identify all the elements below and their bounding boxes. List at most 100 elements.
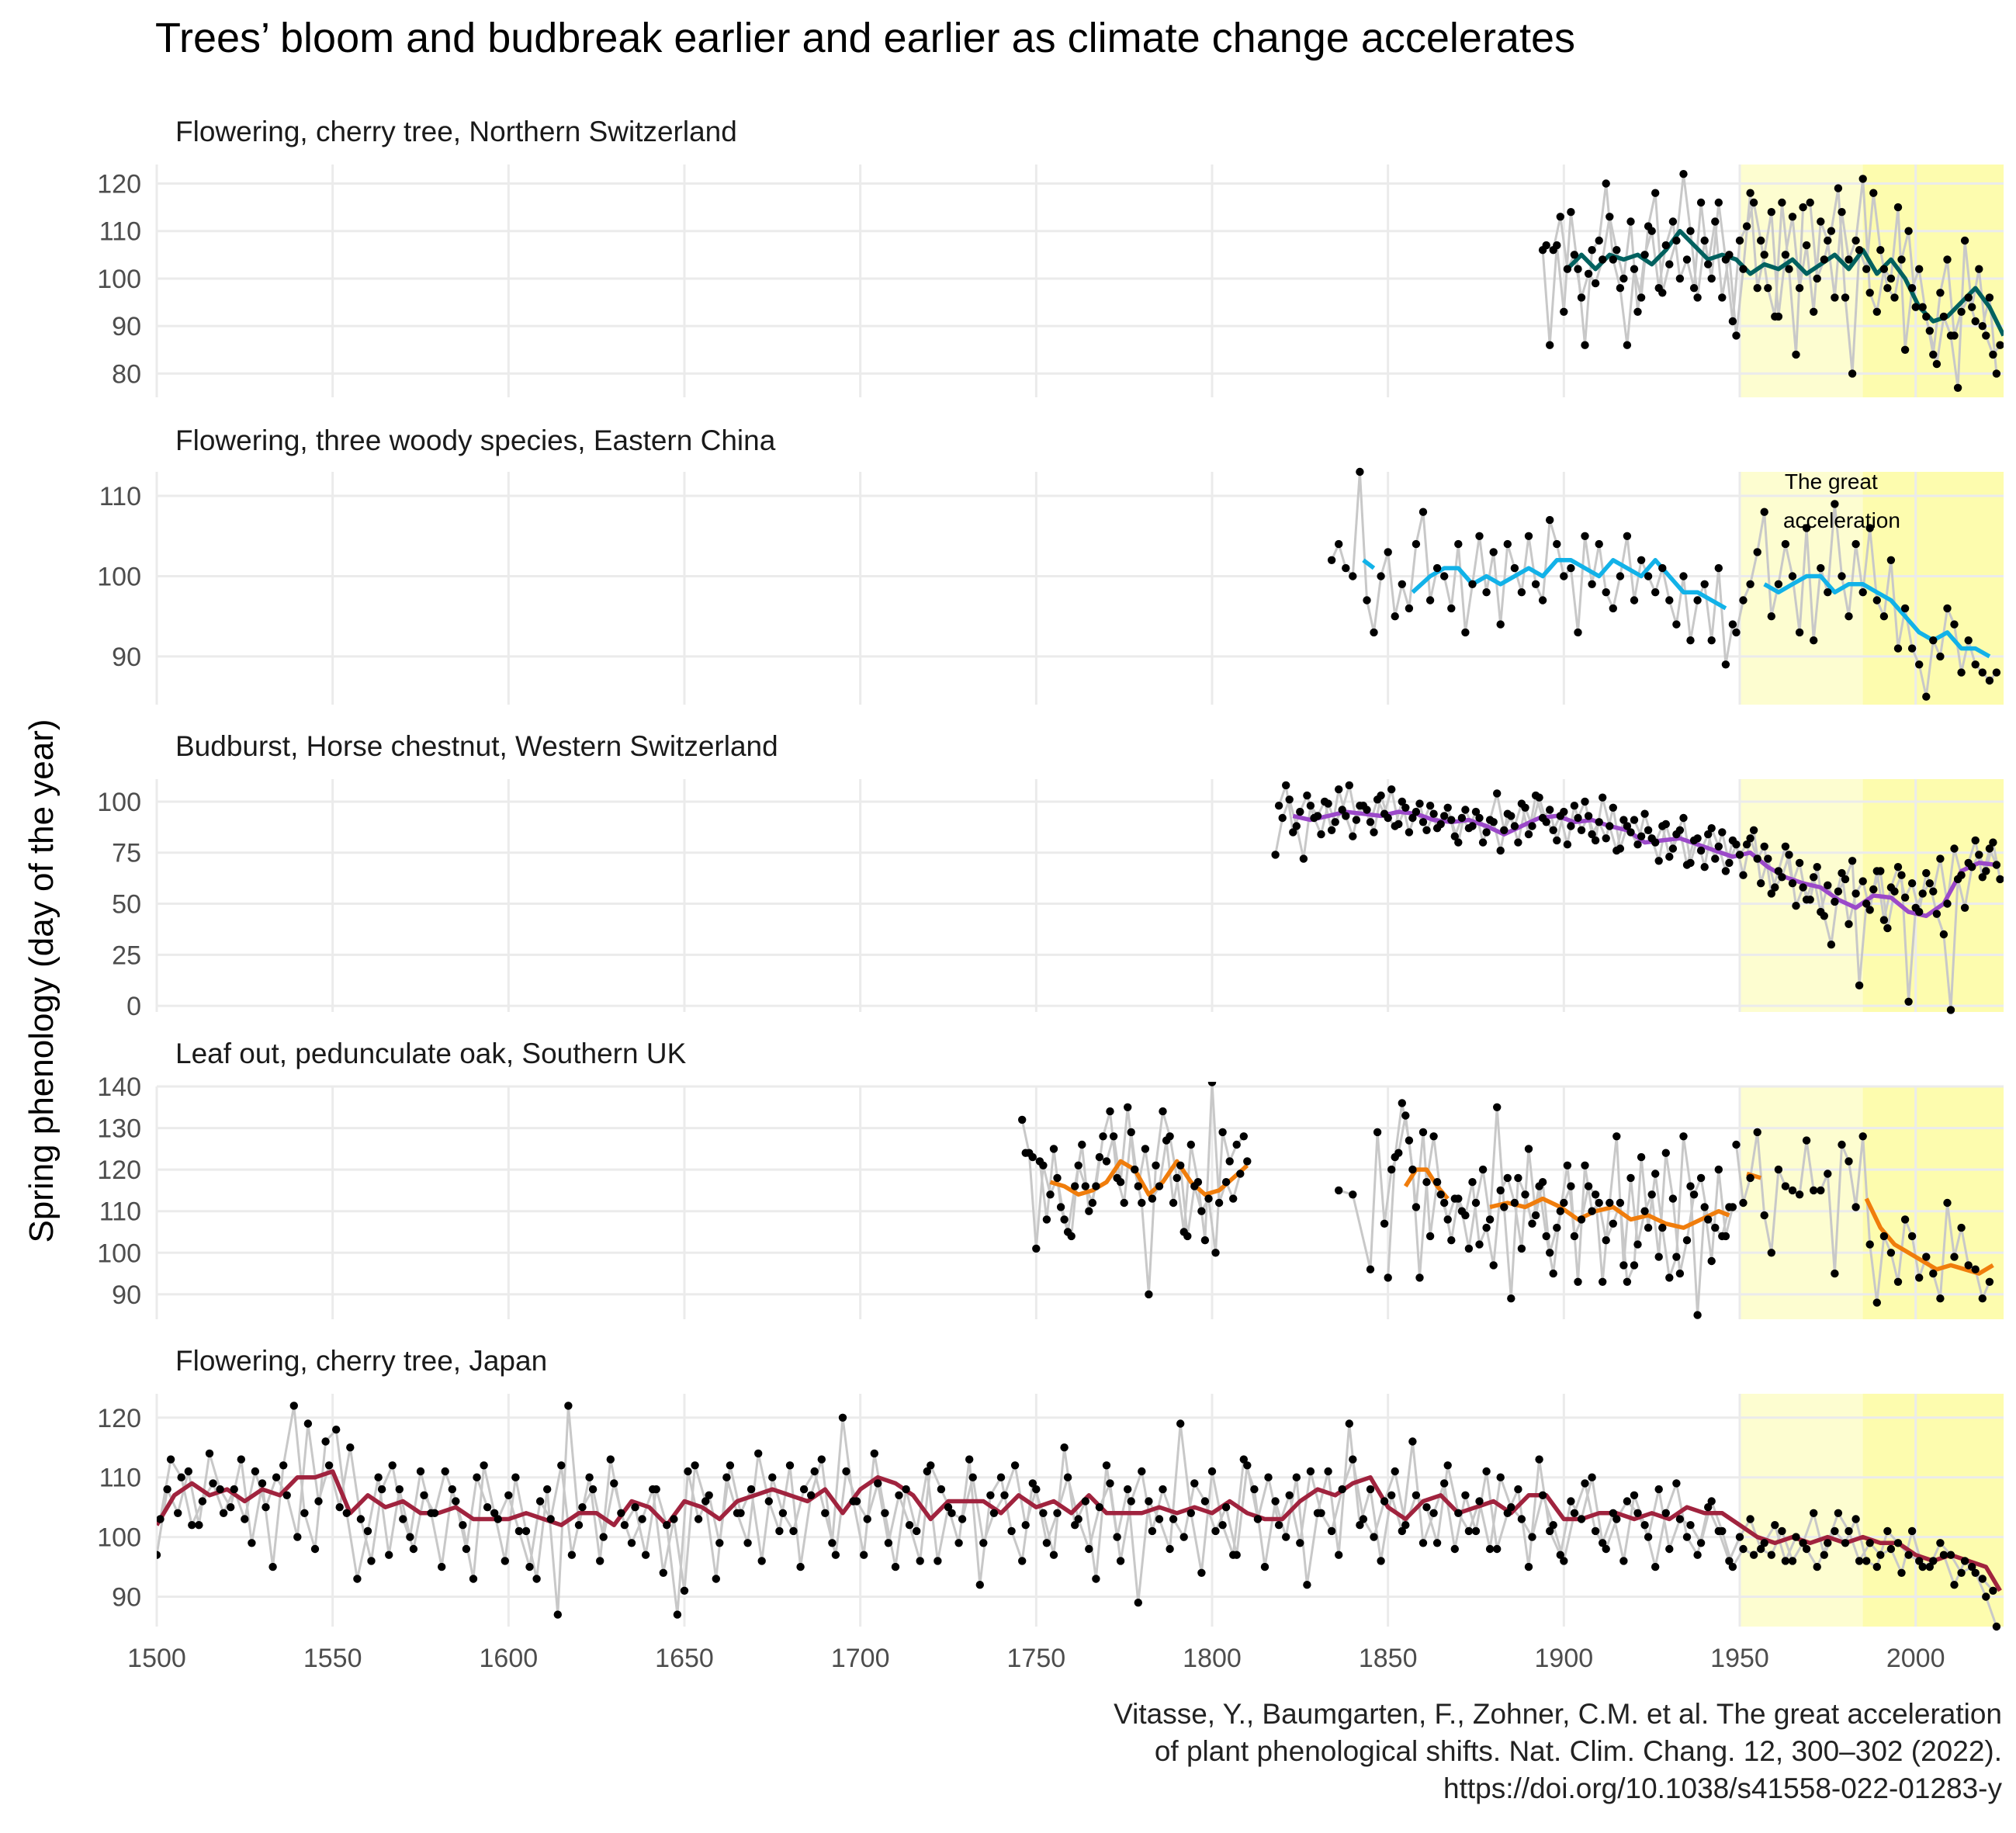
- data-point: [1953, 383, 1962, 392]
- data-point: [1408, 1437, 1417, 1446]
- citation-line-3[interactable]: https://doi.org/10.1038/s41558-022-01283…: [1443, 1772, 2002, 1804]
- data-point: [1524, 830, 1533, 839]
- data-point: [1735, 1533, 1744, 1541]
- data-point: [1370, 1533, 1378, 1541]
- panel-2: 90 100 110 Flowering, three woody species, …: [97, 424, 2004, 705]
- data-point: [1714, 198, 1723, 207]
- data-point: [1542, 241, 1550, 250]
- data-point: [1813, 1562, 1821, 1571]
- data-point: [1978, 668, 1987, 677]
- data-point: [1682, 861, 1692, 869]
- data-point: [1542, 818, 1550, 826]
- data-point: [535, 1497, 545, 1506]
- data-point: [1672, 620, 1681, 629]
- data-point: [1148, 1194, 1157, 1203]
- data-point: [828, 1539, 837, 1547]
- panel-data: [1018, 1082, 1994, 1319]
- data-point: [1696, 846, 1706, 855]
- data-point: [1968, 1562, 1976, 1571]
- data-point: [1824, 236, 1832, 245]
- data-point: [1440, 812, 1449, 820]
- data-point: [1496, 620, 1505, 629]
- data-point: [1651, 588, 1660, 597]
- data-point: [1577, 826, 1586, 835]
- data-point: [1274, 802, 1283, 810]
- data-point: [1489, 1261, 1498, 1270]
- data-point: [1602, 834, 1610, 843]
- data-point: [965, 1455, 974, 1464]
- data-point: [1443, 1215, 1452, 1224]
- data-point: [1619, 1261, 1628, 1270]
- data-point: [1626, 1173, 1635, 1183]
- data-point: [1345, 781, 1354, 790]
- data-point: [1454, 539, 1463, 549]
- data-point: [1595, 1198, 1603, 1208]
- data-point: [473, 1473, 481, 1481]
- data-point: [1507, 812, 1515, 820]
- data-point: [1405, 604, 1414, 613]
- data-point: [1989, 838, 1997, 847]
- data-point: [1672, 1479, 1681, 1488]
- data-point: [1418, 508, 1428, 516]
- data-point: [184, 1467, 192, 1476]
- data-point: [1236, 1169, 1245, 1178]
- data-point: [1440, 572, 1449, 580]
- data-point: [248, 1539, 256, 1547]
- data-point: [1767, 1551, 1775, 1559]
- data-point: [501, 1557, 509, 1565]
- data-point: [1893, 1277, 1903, 1287]
- data-point: [262, 1503, 270, 1512]
- data-point: [1425, 802, 1435, 810]
- data-point: [1570, 802, 1579, 810]
- data-point: [1207, 1467, 1217, 1476]
- data-point: [1689, 1190, 1699, 1199]
- data-point: [1056, 1203, 1065, 1211]
- data-point: [1176, 1161, 1185, 1170]
- data-point: [1591, 836, 1600, 845]
- data-point: [1644, 1223, 1653, 1232]
- data-point: [1317, 830, 1325, 839]
- data-point: [1063, 1228, 1072, 1236]
- data-point: [1950, 844, 1959, 853]
- data-point: [521, 1526, 531, 1536]
- data-point: [406, 1533, 414, 1541]
- data-point: [610, 1479, 618, 1488]
- data-point: [1623, 532, 1632, 540]
- data-point: [1778, 873, 1786, 882]
- data-point: [1851, 889, 1860, 898]
- data-point: [1556, 1551, 1565, 1559]
- data-point: [1109, 1132, 1118, 1141]
- data-point: [1391, 612, 1399, 621]
- data-point: [1612, 1515, 1621, 1523]
- data-point: [902, 1485, 910, 1494]
- data-point: [1148, 1526, 1157, 1536]
- data-point: [1900, 893, 1910, 902]
- data-point: [754, 1449, 763, 1458]
- y-tick-label: 110: [99, 482, 141, 511]
- data-point: [1693, 1311, 1702, 1319]
- data-point: [1412, 807, 1421, 816]
- data-point: [557, 1461, 566, 1470]
- data-point: [1689, 836, 1699, 845]
- data-point: [1824, 1169, 1832, 1178]
- data-point: [1838, 1140, 1846, 1149]
- data-point: [701, 1497, 710, 1506]
- data-point: [1771, 883, 1779, 892]
- data-point: [1408, 1165, 1417, 1174]
- data-point: [1774, 1165, 1783, 1174]
- data-point: [1380, 1497, 1389, 1506]
- data-point: [1159, 1485, 1167, 1494]
- panel-title: Flowering, cherry tree, Northern Switzer…: [175, 116, 737, 147]
- data-point: [1845, 255, 1853, 264]
- data-point: [1661, 1149, 1670, 1157]
- data-point: [1211, 1526, 1220, 1536]
- data-point: [1925, 879, 1934, 888]
- data-point: [1918, 889, 1927, 898]
- data-point: [1760, 842, 1768, 851]
- data-point: [1810, 1186, 1818, 1195]
- data-point: [874, 1479, 882, 1488]
- data-point: [986, 1491, 995, 1500]
- data-point: [860, 1551, 868, 1559]
- data-point: [1306, 1467, 1315, 1476]
- data-point: [1574, 1277, 1582, 1287]
